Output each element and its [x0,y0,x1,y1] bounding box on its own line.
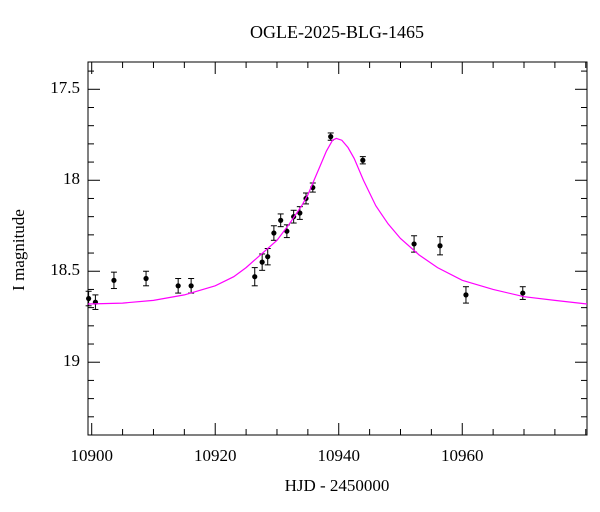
data-point [175,283,181,289]
data-point [520,290,526,296]
x-axis-label: HJD - 2450000 [285,476,390,495]
x-tick-label: 10920 [194,446,237,465]
y-tick-label: 18 [63,169,80,188]
y-tick-label: 18.5 [50,260,80,279]
plot-frame [87,61,588,436]
data-point [463,292,469,298]
data-point [278,217,284,223]
data-point [188,283,194,289]
data-point [360,157,366,163]
data-point [271,230,277,236]
x-tick-label: 10900 [70,446,113,465]
data-point [265,254,271,260]
data-point [411,241,417,247]
model-curve [87,137,588,305]
chart-title: OGLE-2025-BLG-1465 [250,22,424,42]
data-point [252,274,258,280]
data-point [328,134,334,140]
y-axis-label: I magnitude [9,209,28,291]
data-point [437,243,443,249]
x-tick-label: 10940 [317,446,360,465]
data-point [111,277,117,283]
x-tick-label: 10960 [441,446,484,465]
y-tick-label: 17.5 [50,78,80,97]
data-point [86,295,92,302]
y-tick-label: 19 [63,351,80,370]
data-point [143,275,149,282]
data-point [259,259,265,265]
data-point [297,210,303,216]
